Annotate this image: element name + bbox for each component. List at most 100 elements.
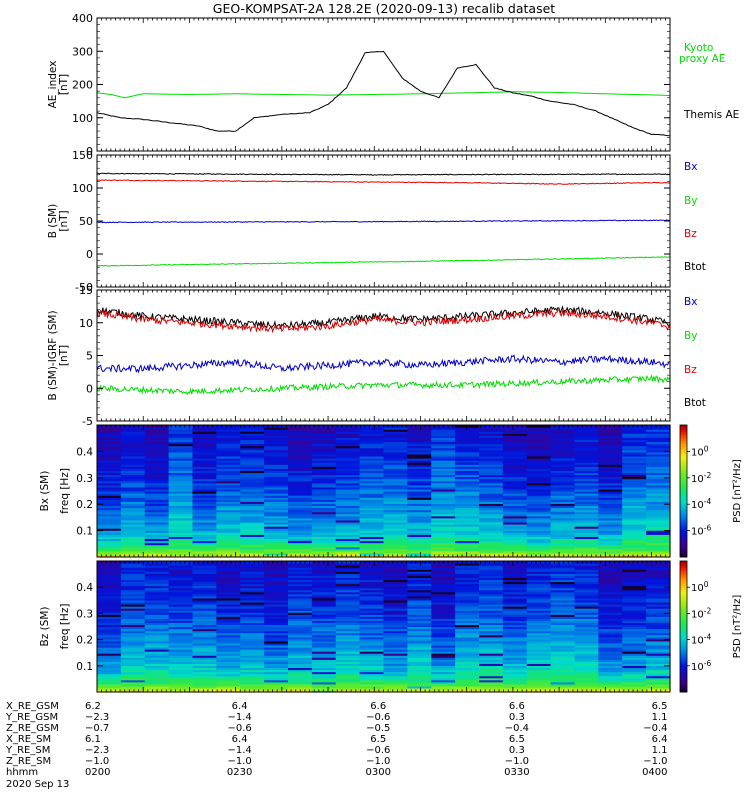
heatmap-cell bbox=[526, 488, 552, 492]
heatmap-cell bbox=[646, 669, 671, 673]
heatmap-cell bbox=[311, 646, 337, 650]
heatmap-cell bbox=[622, 437, 647, 441]
colorbar-cell bbox=[680, 482, 687, 485]
ephem-value: −0.4 bbox=[643, 723, 667, 734]
heatmap-cell bbox=[359, 542, 385, 546]
heatmap-cell bbox=[407, 661, 432, 664]
heatmap-cell bbox=[335, 546, 361, 550]
heatmap-cell bbox=[264, 540, 289, 544]
heatmap-cell bbox=[622, 445, 647, 449]
heatmap-cell bbox=[264, 552, 289, 556]
heatmap-cell bbox=[311, 449, 337, 453]
heatmap-cell bbox=[264, 673, 289, 677]
heatmap-cell bbox=[407, 524, 432, 527]
heatmap-cell bbox=[359, 474, 385, 478]
heatmap-cell bbox=[646, 642, 671, 646]
heatmap-cell bbox=[264, 567, 289, 570]
heatmap-cell bbox=[598, 552, 623, 556]
heatmap-cell bbox=[646, 441, 671, 445]
heatmap-cell bbox=[97, 478, 122, 482]
heatmap-cell bbox=[144, 439, 170, 443]
heatmap-cell bbox=[526, 646, 552, 650]
heatmap-cell bbox=[288, 626, 313, 630]
heatmap-cell bbox=[646, 571, 671, 574]
heatmap-cell bbox=[311, 480, 337, 484]
heatmap-cell bbox=[598, 597, 623, 601]
heatmap-cell bbox=[288, 630, 313, 634]
heatmap-cell bbox=[431, 595, 456, 599]
heatmap-cell bbox=[431, 464, 456, 467]
heatmap-cell bbox=[335, 636, 361, 640]
heatmap-cell bbox=[479, 634, 504, 638]
heatmap-cell bbox=[502, 601, 528, 605]
heatmap-cell bbox=[479, 638, 504, 642]
heatmap-cell bbox=[192, 563, 217, 566]
heatmap-cell bbox=[502, 563, 528, 566]
heatmap-cell bbox=[311, 642, 337, 646]
heatmap-cell bbox=[550, 612, 576, 615]
heatmap-cell bbox=[383, 542, 408, 546]
heatmap-cell bbox=[264, 636, 289, 640]
heatmap-cell bbox=[479, 515, 504, 519]
heatmap-cell bbox=[264, 429, 289, 432]
heatmap-cell bbox=[144, 681, 170, 685]
heatmap-cell bbox=[264, 640, 289, 644]
heatmap-cell bbox=[216, 550, 241, 554]
heatmap-cell bbox=[574, 521, 599, 525]
heatmap-cell bbox=[431, 460, 456, 463]
heatmap-cell bbox=[407, 561, 432, 564]
heatmap-cell bbox=[216, 563, 241, 566]
heatmap-cell bbox=[288, 640, 313, 644]
heatmap-cell bbox=[288, 593, 313, 597]
heatmap-cell bbox=[240, 601, 265, 605]
heatmap-cell bbox=[550, 441, 576, 445]
heatmap-cell bbox=[407, 536, 432, 540]
heatmap-cell bbox=[598, 612, 623, 615]
heatmap-cell bbox=[383, 632, 408, 636]
heatmap-cell bbox=[359, 601, 385, 605]
heatmap-cell bbox=[359, 460, 385, 463]
heatmap-cell bbox=[383, 466, 408, 469]
heatmap-cell bbox=[574, 595, 599, 599]
ylabel-unit: [nT] bbox=[58, 74, 70, 95]
heatmap-cell bbox=[240, 429, 265, 432]
heatmap-cell bbox=[622, 470, 647, 474]
heatmap-cell bbox=[526, 638, 552, 642]
heatmap-cell bbox=[526, 577, 552, 581]
heatmap-cell bbox=[550, 567, 576, 570]
colorbar-cell bbox=[680, 641, 687, 645]
heatmap-cell bbox=[144, 515, 170, 519]
heatmap-cell bbox=[168, 443, 194, 447]
heatmap-cell bbox=[97, 548, 122, 552]
heatmap-cell bbox=[622, 644, 647, 648]
heatmap-cell bbox=[431, 601, 456, 605]
heatmap-cell bbox=[120, 612, 146, 615]
heatmap-cell bbox=[574, 651, 599, 654]
heatmap-cell bbox=[168, 437, 194, 441]
heatmap-cell bbox=[120, 657, 146, 660]
colorbar-cell bbox=[680, 665, 687, 669]
heatmap-cell bbox=[431, 451, 456, 455]
heatmap-cell bbox=[431, 513, 456, 517]
heatmap-cell bbox=[646, 462, 671, 465]
heatmap-cell bbox=[550, 515, 576, 519]
heatmap-cell bbox=[359, 565, 385, 568]
heatmap-cell bbox=[335, 435, 361, 438]
heatmap-cell bbox=[192, 651, 217, 654]
heatmap-cell bbox=[431, 478, 456, 482]
heatmap-cell bbox=[97, 526, 122, 529]
heatmap-cell bbox=[288, 530, 313, 533]
heatmap-cell bbox=[264, 665, 289, 669]
heatmap-cell bbox=[407, 663, 432, 666]
heatmap-cell bbox=[574, 538, 599, 542]
heatmap-cell bbox=[120, 628, 146, 632]
heatmap-cell bbox=[192, 665, 217, 669]
heatmap-cell bbox=[240, 503, 265, 507]
heatmap-cell bbox=[335, 567, 361, 570]
heatmap-cell bbox=[526, 466, 552, 469]
heatmap-cell bbox=[502, 614, 528, 617]
heatmap-cell bbox=[574, 474, 599, 478]
heatmap-cell bbox=[431, 612, 456, 615]
heatmap-cell bbox=[264, 521, 289, 525]
heatmap-cell bbox=[168, 449, 194, 453]
